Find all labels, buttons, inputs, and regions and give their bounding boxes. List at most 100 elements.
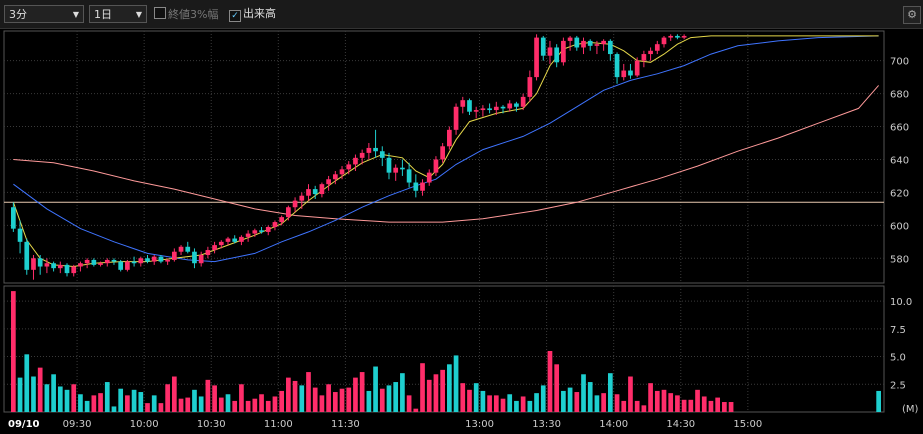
volume-bar	[628, 376, 633, 412]
candle-body	[534, 37, 539, 78]
volume-bar	[145, 403, 150, 412]
x-tick-label: 11:00	[264, 419, 293, 430]
volume-bar	[581, 374, 586, 412]
candle-body	[507, 103, 513, 109]
volume-bar	[460, 383, 466, 412]
volume-tick-label: 10.0	[890, 297, 912, 308]
candle-body	[319, 184, 325, 195]
volume-bar	[171, 376, 177, 412]
volume-bar	[373, 366, 378, 412]
y-tick-label: 680	[890, 90, 909, 101]
volume-checkbox[interactable]: ✓ 出来高	[229, 7, 276, 22]
chevron-down-icon: ▼	[135, 10, 142, 19]
gear-icon[interactable]: ⚙	[903, 6, 921, 24]
volume-bar	[641, 405, 647, 412]
volume-bar	[413, 408, 419, 412]
volume-bar	[71, 384, 77, 412]
candle-body	[131, 261, 137, 264]
candle-body	[426, 172, 432, 183]
volume-bar	[306, 372, 311, 412]
volume-bar	[84, 400, 90, 412]
y-tick-label: 640	[890, 155, 909, 166]
candle-body	[259, 230, 264, 232]
ma-mid-line	[13, 35, 879, 263]
volume-bar	[245, 400, 251, 412]
candle-body	[587, 40, 593, 46]
volume-bar	[393, 382, 399, 412]
volume-bar	[520, 396, 526, 412]
volume-bar	[614, 394, 620, 412]
period-select[interactable]: 1日 ▼	[89, 5, 147, 23]
volume-bar	[51, 374, 56, 412]
volume-bar	[400, 373, 405, 412]
candle-body	[185, 246, 191, 252]
ma-slow-line	[13, 85, 879, 223]
moving-averages	[12, 35, 879, 268]
candle-body	[118, 261, 124, 270]
candle-body	[11, 207, 16, 229]
candle-body	[245, 233, 251, 237]
candle-body	[554, 47, 560, 63]
candle-body	[366, 147, 372, 153]
candle-body	[453, 106, 459, 130]
volume-bar	[125, 395, 130, 412]
volume-bar	[701, 396, 707, 412]
candle-body	[178, 246, 184, 252]
x-tick-label: 09/10	[8, 419, 40, 430]
volume-bar	[453, 355, 459, 412]
volume-bar	[366, 390, 372, 412]
x-tick-label: 13:00	[465, 419, 494, 430]
volume-bar	[57, 386, 63, 412]
candle-body	[601, 40, 606, 45]
candle-body	[420, 182, 425, 191]
candle-body	[292, 200, 298, 208]
volume-unit-label: (M)	[902, 404, 919, 415]
close3-label: 終値3%幅	[168, 8, 219, 21]
volume-bar	[473, 383, 479, 412]
volume-bar	[487, 395, 492, 412]
candle-body	[205, 250, 211, 255]
candlesticks	[11, 34, 687, 280]
candle-body	[574, 37, 580, 48]
candle-body	[621, 70, 627, 78]
volume-bar	[158, 403, 164, 412]
candle-body	[460, 100, 466, 107]
candle-body	[346, 164, 352, 170]
volume-bar	[534, 393, 539, 412]
candle-body	[158, 256, 164, 262]
volume-bar	[420, 363, 425, 412]
interval-select[interactable]: 3分 ▼	[4, 5, 84, 23]
volume-bar	[346, 387, 352, 412]
candle-body	[84, 259, 90, 264]
candle-body	[514, 103, 519, 107]
volume-bar	[493, 395, 499, 412]
volume-bar	[265, 400, 271, 412]
candle-body	[520, 96, 526, 107]
candle-body	[44, 263, 50, 267]
volume-bar	[514, 400, 519, 412]
volume-bar	[185, 397, 191, 412]
volume-bar	[681, 399, 687, 412]
volume-bar	[601, 393, 606, 412]
candle-body	[91, 259, 97, 265]
volume-bar	[654, 390, 660, 412]
candle-body	[487, 108, 492, 111]
volume-bar	[326, 384, 331, 412]
price-panel-frame	[3, 30, 885, 284]
candle-body	[373, 147, 378, 152]
volume-bar	[567, 387, 573, 412]
volume-bar	[111, 406, 117, 412]
volume-bar	[17, 377, 23, 412]
x-tick-label: 10:00	[130, 419, 159, 430]
candle-body	[607, 40, 613, 55]
candle-body	[648, 50, 653, 55]
candle-body	[57, 264, 63, 269]
candle-body	[359, 152, 365, 158]
volume-bar	[225, 394, 231, 412]
volume-bar	[78, 394, 83, 412]
candle-body	[326, 179, 331, 185]
candle-body	[561, 40, 566, 63]
volume-bar	[165, 384, 170, 412]
volume-bar	[259, 394, 264, 412]
close3-checkbox[interactable]: 終値3%幅	[154, 7, 218, 21]
